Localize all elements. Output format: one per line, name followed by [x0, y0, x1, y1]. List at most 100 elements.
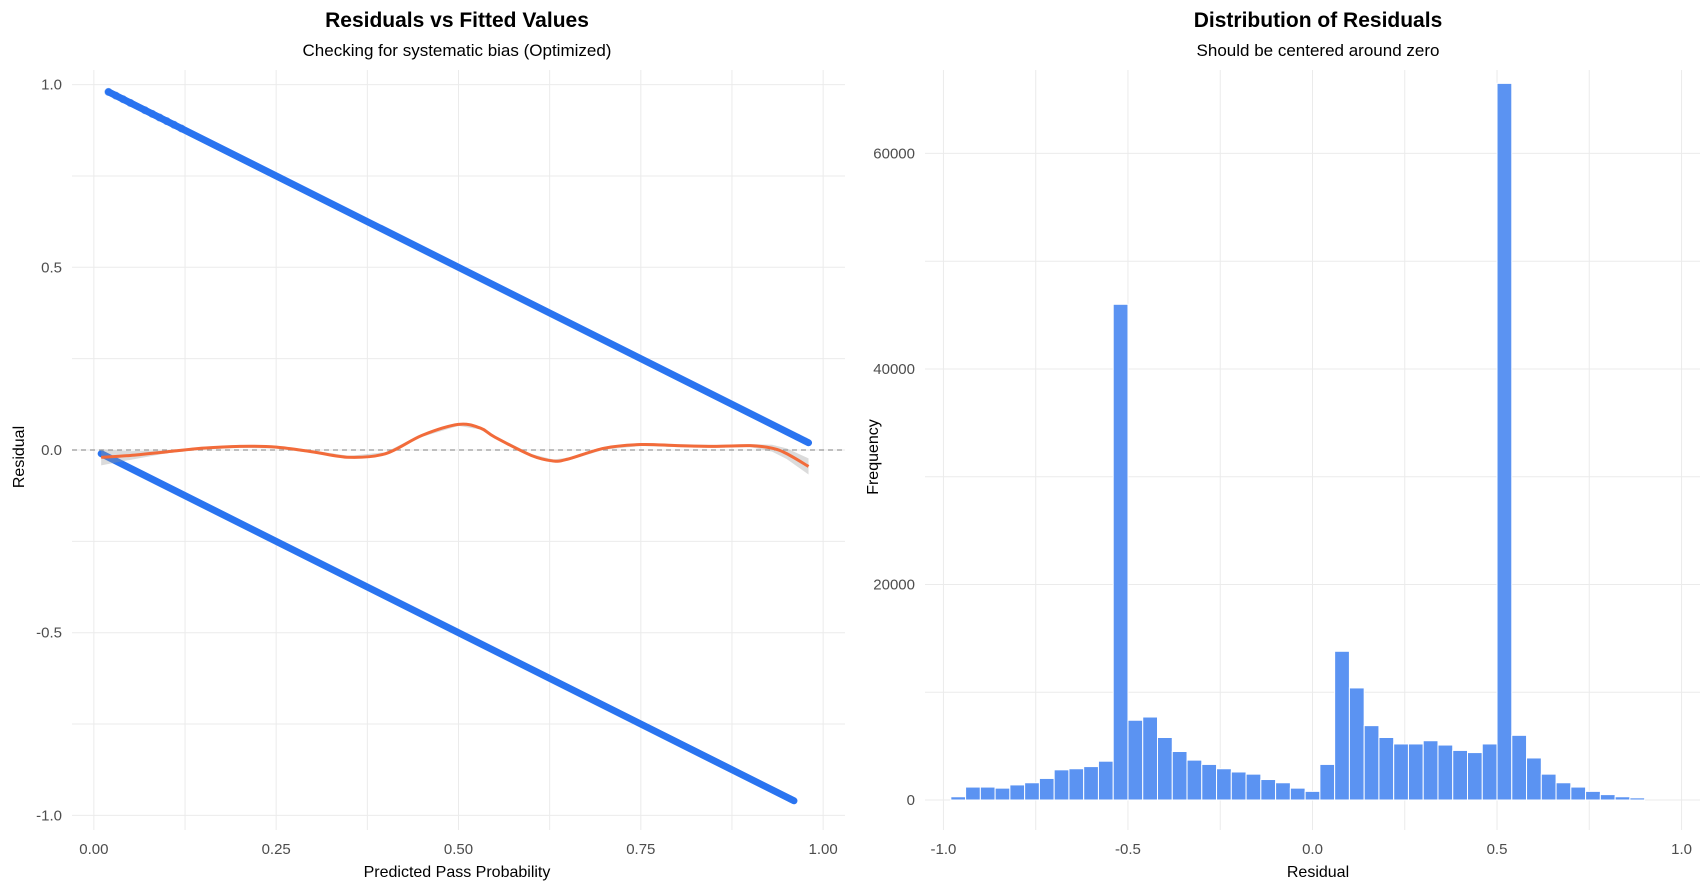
- left-y-tick-labels: -1.0 -0.5 0.0 0.5 1.0: [36, 77, 62, 825]
- histogram-bar: [965, 786, 981, 801]
- residual-point: [786, 795, 794, 803]
- histogram-bar: [994, 787, 1011, 801]
- left-gridlines: [72, 70, 845, 830]
- histogram-bar: [1511, 734, 1528, 801]
- histogram-bar: [1526, 757, 1542, 801]
- right-x-tick-labels: -1.0 -0.5 0.0 0.5 1.0: [931, 841, 1692, 858]
- residual-point: [801, 437, 809, 445]
- residuals-vs-fitted-panel: Residuals vs Fitted Values Checking for …: [11, 9, 845, 881]
- residual-point: [140, 106, 149, 115]
- histogram-bar: [1629, 797, 1646, 801]
- histogram-bar: [1599, 794, 1616, 801]
- histogram-bar: [1230, 771, 1247, 801]
- histogram-bar: [1171, 751, 1188, 801]
- histogram-bar: [1555, 782, 1572, 801]
- histogram-bar: [1363, 725, 1380, 801]
- left-x-axis-label: Predicted Pass Probability: [364, 864, 551, 881]
- right-x-tick-label: 0.0: [1302, 841, 1323, 858]
- left-y-tick-label: 0.5: [41, 259, 62, 276]
- left-x-tick-label: 0.00: [79, 841, 108, 858]
- histogram-bar: [1304, 790, 1321, 801]
- histogram-bar: [1334, 650, 1350, 801]
- left-y-tick-label: 1.0: [41, 77, 62, 94]
- right-y-tick-label: 20000: [873, 576, 915, 593]
- residual-point: [162, 117, 171, 126]
- histogram-bar: [1038, 777, 1055, 801]
- histogram-bar: [1112, 303, 1129, 801]
- histogram-bar: [1216, 768, 1232, 801]
- residual-distribution-panel: Distribution of Residuals Should be cent…: [865, 9, 1700, 881]
- right-y-tick-labels: 0 20000 40000 60000: [873, 145, 915, 809]
- histogram-bar: [1024, 782, 1040, 801]
- histogram-bar: [1585, 790, 1601, 801]
- left-x-tick-label: 1.00: [809, 841, 838, 858]
- histogram-bar: [1097, 760, 1114, 801]
- left-x-tick-label: 0.75: [626, 841, 655, 858]
- right-x-tick-label: 1.0: [1671, 841, 1692, 858]
- right-y-tick-label: 40000: [873, 361, 915, 378]
- histogram-bar: [1481, 743, 1498, 801]
- left-y-axis-label: Residual: [11, 426, 28, 488]
- histogram-bar: [1319, 763, 1336, 801]
- histogram-bar: [1275, 782, 1291, 801]
- histogram-bars: [950, 82, 1646, 801]
- residual-point: [177, 124, 186, 133]
- right-x-tick-label: 0.5: [1487, 841, 1508, 858]
- histogram-bar: [1186, 759, 1203, 801]
- histogram-bar: [1393, 743, 1409, 801]
- histogram-bar: [1407, 743, 1424, 801]
- histogram-bar: [1009, 784, 1026, 801]
- residual-point-band: [97, 450, 798, 805]
- left-y-tick-label: 0.0: [41, 442, 62, 459]
- residual-point: [126, 98, 135, 107]
- right-y-tick-label: 0: [907, 792, 915, 809]
- right-chart-title: Distribution of Residuals: [1194, 9, 1443, 32]
- left-x-tick-labels: 0.00 0.25 0.50 0.75 1.00: [79, 841, 837, 858]
- right-y-axis-label: Frequency: [865, 419, 882, 495]
- right-x-tick-label: -1.0: [931, 841, 957, 858]
- histogram-bar: [979, 786, 996, 801]
- residual-point: [119, 95, 128, 104]
- right-gridlines: [925, 70, 1700, 830]
- histogram-bar: [1348, 687, 1365, 801]
- smooth-trend-line: [101, 422, 810, 468]
- histogram-bar: [1452, 749, 1468, 801]
- right-y-tick-label: 60000: [873, 145, 915, 162]
- histogram-bar: [1540, 773, 1557, 801]
- histogram-bar: [1614, 796, 1631, 801]
- right-x-axis-label: Residual: [1287, 864, 1349, 881]
- histogram-bar: [950, 796, 967, 801]
- residual-point: [170, 120, 179, 129]
- histogram-bar: [1260, 779, 1277, 801]
- histogram-bar: [1157, 736, 1173, 801]
- histogram-bar: [1437, 744, 1454, 801]
- left-chart-subtitle: Checking for systematic bias (Optimized): [303, 41, 612, 60]
- histogram-bar: [1083, 766, 1099, 801]
- histogram-bar: [1570, 786, 1587, 801]
- residual-point: [104, 87, 113, 96]
- residual-point: [794, 433, 802, 441]
- residual-point: [148, 109, 157, 118]
- left-chart-title: Residuals vs Fitted Values: [325, 9, 589, 32]
- histogram-bar: [1289, 787, 1306, 801]
- right-x-tick-label: -0.5: [1115, 841, 1141, 858]
- residual-point: [155, 113, 164, 122]
- histogram-bar: [1201, 763, 1218, 801]
- histogram-bar: [1127, 719, 1144, 801]
- left-x-tick-label: 0.50: [444, 841, 473, 858]
- histogram-bar: [1378, 736, 1395, 801]
- residual-point-band: [104, 88, 813, 447]
- histogram-bar: [1053, 769, 1070, 801]
- histogram-bar: [1422, 740, 1439, 801]
- histogram-bar: [1467, 752, 1483, 801]
- histogram-bar: [1496, 82, 1513, 801]
- left-y-tick-label: -0.5: [36, 625, 62, 642]
- right-chart-subtitle: Should be centered around zero: [1197, 41, 1440, 60]
- left-x-tick-label: 0.25: [262, 841, 291, 858]
- histogram-bar: [1245, 773, 1262, 801]
- histogram-bar: [1068, 768, 1085, 801]
- residual-point: [111, 91, 120, 100]
- left-y-tick-label: -1.0: [36, 807, 62, 824]
- residual-points: [97, 87, 813, 805]
